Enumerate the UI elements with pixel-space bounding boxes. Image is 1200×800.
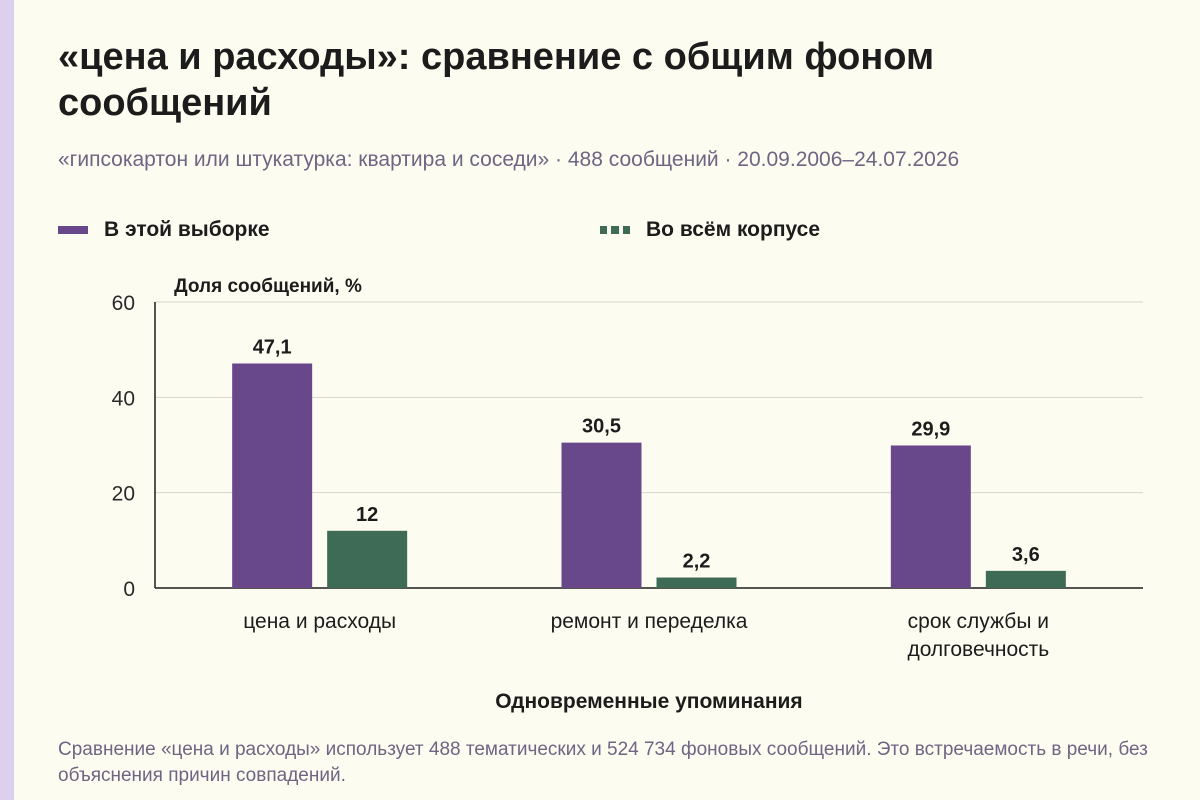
chart-subtitle: «гипсокартон или штукатурка: квартира и … [58, 148, 960, 171]
x-tick-label: цена и расходы [243, 610, 396, 633]
legend-swatch-corpus [600, 226, 630, 234]
legend-label-corpus: Во всём корпусе [646, 218, 821, 241]
legend-item-corpus: Во всём корпусе [600, 218, 820, 242]
bar [327, 530, 408, 588]
legend-item-sample: В этой выборке [58, 218, 270, 242]
data-label: 29,9 [911, 418, 950, 440]
accent-strip [0, 0, 14, 800]
data-label: 2,2 [683, 551, 711, 573]
y-tick-label: 40 [112, 387, 135, 410]
y-tick-label: 20 [112, 483, 135, 506]
x-axis-label: Одновременные упоминания [495, 690, 802, 713]
footnote: Сравнение «цена и расходы» использует 48… [58, 739, 1148, 786]
x-tick-label: срок службы и [908, 610, 1049, 633]
legend-swatch-sample [58, 226, 88, 234]
data-label: 3,6 [1012, 544, 1040, 566]
chart-title: «цена и расходы»: сравнение с общим фоно… [58, 36, 935, 124]
x-tick-label: ремонт и переделка [551, 610, 748, 633]
bar [890, 445, 971, 588]
data-label: 47,1 [253, 336, 292, 358]
bar [656, 577, 737, 588]
y-tick-label: 60 [112, 292, 135, 315]
data-label: 30,5 [582, 416, 621, 438]
data-label: 12 [356, 504, 378, 526]
legend-label-sample: В этой выборке [104, 218, 270, 241]
bar [232, 363, 313, 588]
y-tick-label: 0 [123, 578, 135, 601]
x-tick-label: долговечность [907, 638, 1049, 661]
bar [561, 442, 642, 588]
bar [985, 570, 1066, 588]
y-axis-label: Доля сообщений, % [174, 276, 362, 297]
